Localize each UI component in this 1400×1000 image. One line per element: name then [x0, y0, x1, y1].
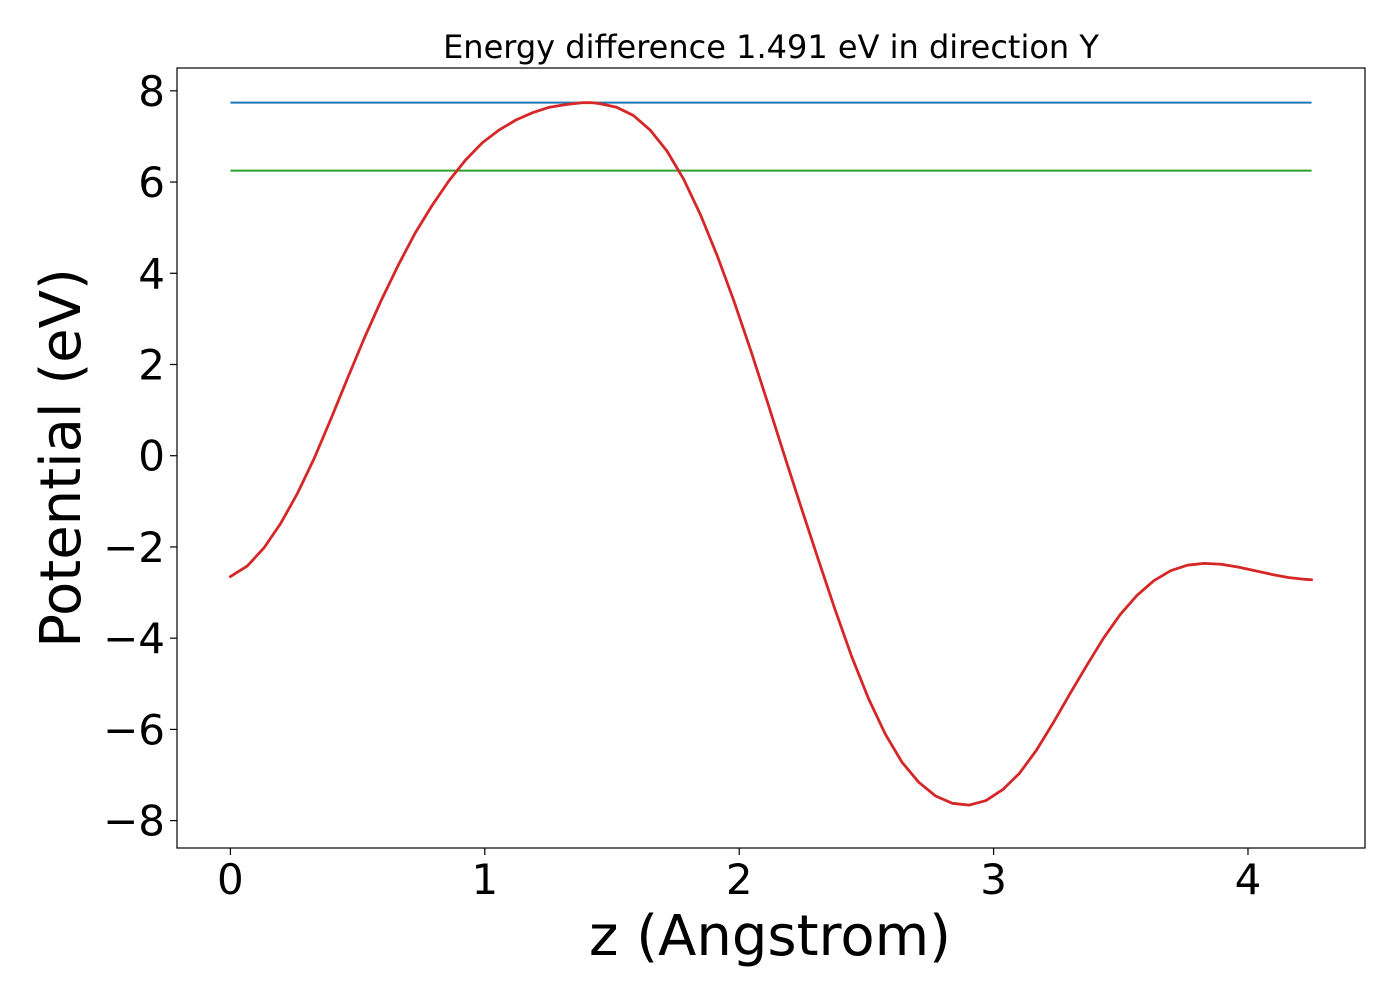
- chart-title: Energy difference 1.491 eV in direction …: [443, 28, 1099, 66]
- y-tick-label: 8: [138, 67, 165, 116]
- plot-area: [229, 101, 1313, 807]
- x-tick-label: 1: [471, 855, 498, 904]
- plot-frame: [176, 67, 1366, 849]
- y-tick-label: −4: [103, 614, 165, 663]
- potential-curve: [229, 101, 1313, 807]
- x-tick-label: 2: [726, 855, 753, 904]
- y-tick-label: 6: [138, 158, 165, 207]
- x-axis-ticks: 0 1 2 3 4: [217, 848, 1261, 904]
- x-axis-label: z (Angstrom): [589, 904, 951, 969]
- x-tick-label: 3: [980, 855, 1007, 904]
- y-tick-label: −6: [103, 705, 165, 754]
- y-tick-label: −8: [103, 797, 165, 846]
- y-tick-label: 0: [138, 432, 165, 481]
- y-tick-label: 2: [138, 340, 165, 389]
- x-tick-label: 4: [1235, 855, 1262, 904]
- y-axis-ticks: 8 6 4 2 0 −2 −4 −6 −8: [103, 67, 177, 846]
- y-axis-label: Potential (eV): [29, 268, 94, 648]
- y-tick-label: 4: [138, 249, 165, 298]
- y-tick-label: −2: [103, 523, 165, 572]
- x-tick-label: 0: [217, 855, 244, 904]
